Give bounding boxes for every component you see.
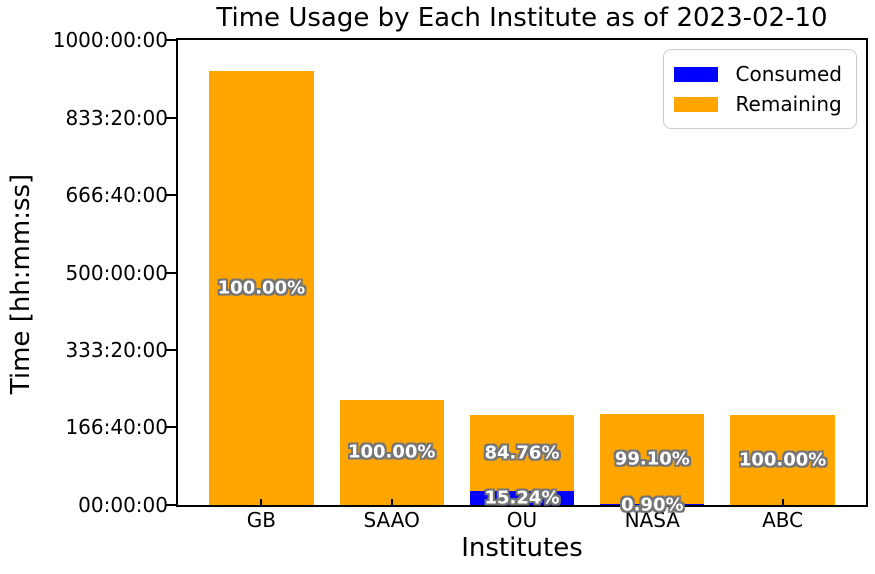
bar-percent-label-remaining-gb: 100.00% [217,277,306,299]
plot-area: 100.00% 100.00% 15.24% 84.76% 0.90% 99.10% 100… [166,38,868,515]
y-tick-mark [166,426,176,429]
x-tick-mark-saao [390,499,393,505]
bar-segment-consumed-ou [469,491,575,505]
x-tick-mark-abc [781,499,784,505]
bar-segment-remaining-nasa [600,414,705,505]
bar-percent-label-consumed-nasa: 0.90% [621,494,684,516]
x-tick-mark-ou [521,499,523,505]
legend-swatch-remaining [673,96,718,112]
bar-segment-remaining-gb [209,71,314,505]
y-axis-label: Time [hh:mm:ss] [6,173,36,395]
y-tick-mark [166,193,176,196]
y-tick-mark [166,271,176,274]
bar-segment-remaining-ou [469,415,575,492]
y-tick-mark [166,504,176,506]
legend: Consumed Remaining [662,49,857,129]
y-tick-label: 00:00:00 [78,493,168,517]
x-axis-label: Institutes [461,533,583,563]
bar-segment-remaining-abc [730,415,835,505]
x-tick-label-saao: SAAO [363,508,420,532]
y-tick-label: 833:20:00 [65,105,168,130]
x-tick-label-nasa: NASA [624,508,680,532]
legend-entry-remaining: Remaining [673,89,842,119]
legend-entry-consumed: Consumed [673,59,842,89]
x-tick-label-abc: ABC [762,508,804,532]
y-tick-label: 1000:00:00 [52,28,168,52]
bar-segment-remaining-saao [339,399,444,505]
bar-percent-label-remaining-saao: 100.00% [347,441,436,463]
y-tick-label: 166:40:00 [65,415,168,440]
y-tick-label: 666:40:00 [65,182,168,207]
x-tick-label-ou: OU [506,508,538,532]
legend-swatch-consumed [673,66,718,82]
chart-title: Time Usage by Each Institute as of 2023-… [216,3,828,33]
bar-percent-label-remaining-nasa: 99.10% [614,448,690,470]
bar-percent-label-remaining-abc: 100.00% [738,449,827,471]
bar-percent-label-consumed-ou: 15.24% [484,487,560,509]
y-tick-label: 333:20:00 [65,338,168,362]
y-tick-mark [166,349,176,351]
legend-label-consumed: Consumed [735,62,842,86]
x-tick-label-gb: GB [246,508,276,532]
bar-percent-label-remaining-ou: 84.76% [484,442,560,464]
y-tick-mark [166,116,176,119]
y-tick-mark [166,39,176,41]
y-tick-label: 500:00:00 [65,260,168,285]
x-tick-mark-gb [260,499,263,505]
legend-label-remaining: Remaining [735,92,842,116]
x-tick-mark-nasa [651,499,654,505]
